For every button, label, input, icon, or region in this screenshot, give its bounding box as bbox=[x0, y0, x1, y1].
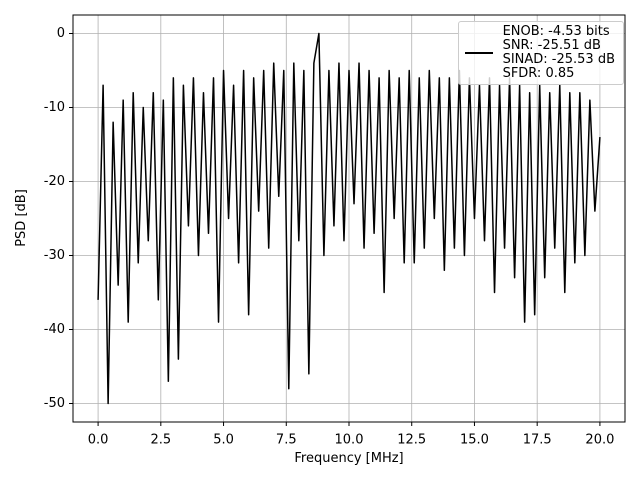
x-tick-label: 15.0 bbox=[460, 433, 489, 448]
y-axis-label: PSD [dB] bbox=[14, 189, 29, 247]
x-tick-label: 12.5 bbox=[397, 433, 426, 448]
x-tick-label: 10.0 bbox=[335, 433, 364, 448]
y-tick-label: -30 bbox=[44, 248, 65, 263]
x-tick-label: 7.5 bbox=[276, 433, 297, 448]
legend-label: ENOB: -4.53 bits SNR: -25.51 dB SINAD: -… bbox=[502, 24, 615, 81]
x-tick-label: 17.5 bbox=[523, 433, 552, 448]
x-tick-label: 5.0 bbox=[213, 433, 234, 448]
y-tick-label: -20 bbox=[44, 174, 65, 189]
y-tick-label: -40 bbox=[44, 322, 65, 337]
plot-frame bbox=[72, 14, 626, 423]
y-tick-label: -10 bbox=[44, 100, 65, 115]
line bbox=[97, 32, 601, 405]
x-axis-label: Frequency [MHz] bbox=[294, 451, 403, 466]
x-tick-label: 2.5 bbox=[150, 433, 171, 448]
legend: ENOB: -4.53 bits SNR: -25.51 dB SINAD: -… bbox=[457, 21, 624, 85]
x-tick-label: 0.0 bbox=[88, 433, 109, 448]
y-tick-label: 0 bbox=[57, 26, 65, 41]
y-tick-label: -50 bbox=[44, 396, 65, 411]
x-tick-label: 20.0 bbox=[585, 433, 614, 448]
legend-swatch bbox=[464, 52, 493, 54]
